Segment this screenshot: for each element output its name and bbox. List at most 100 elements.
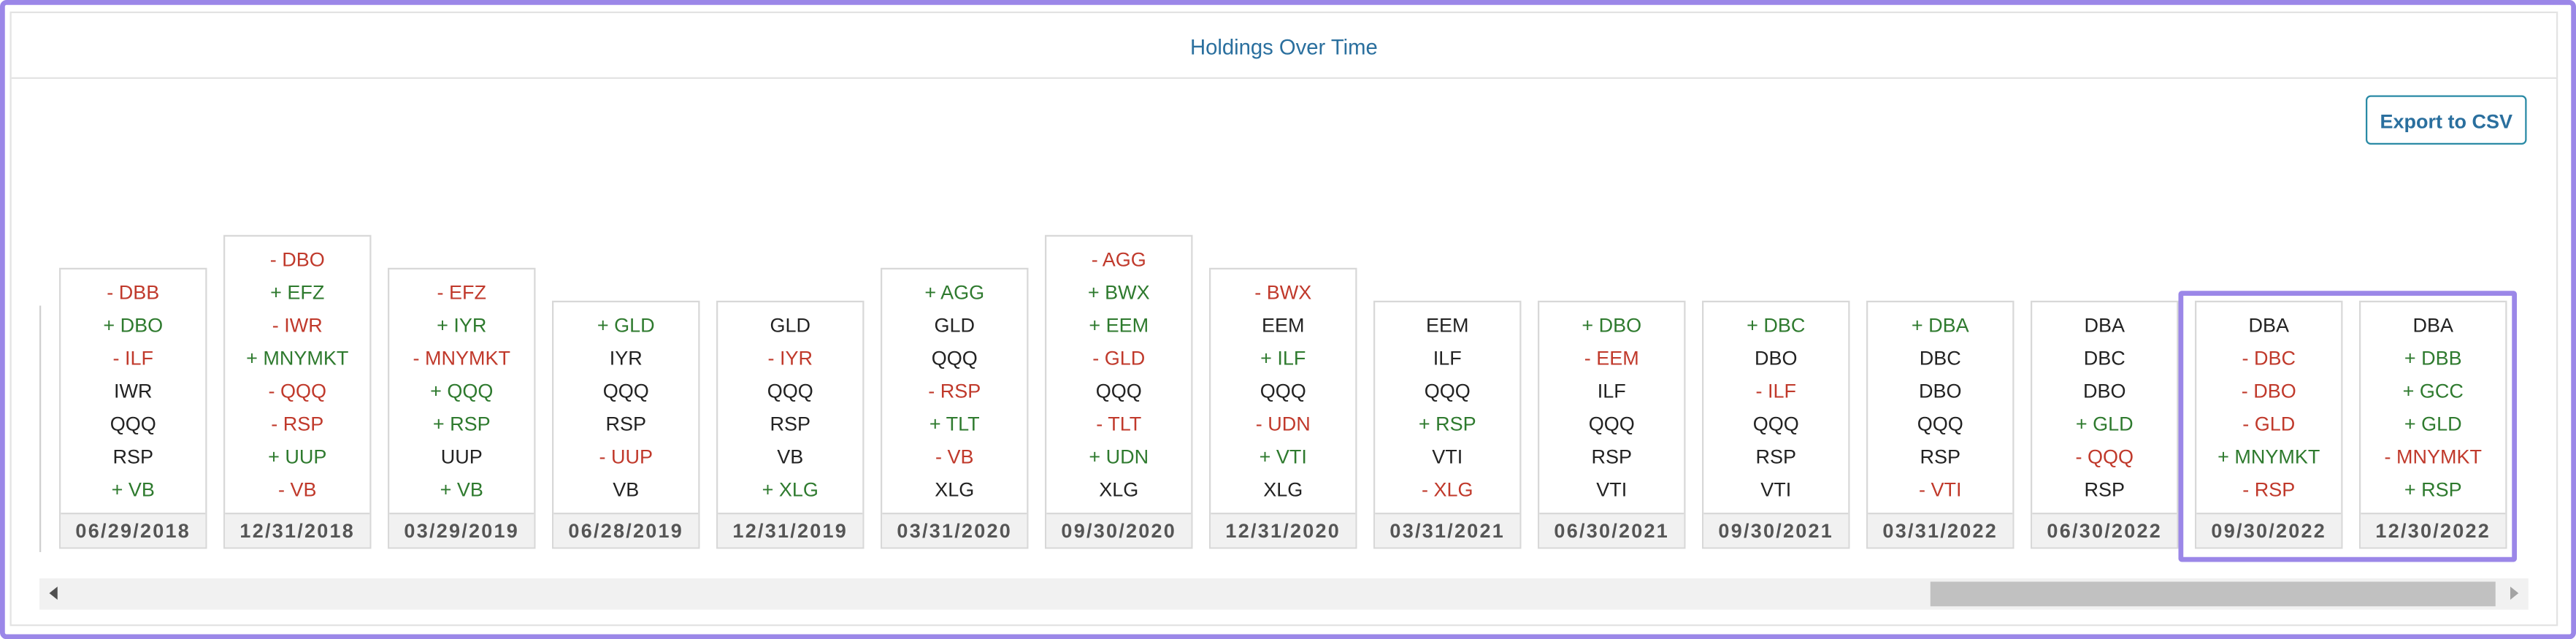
holding-item: - DBC (2242, 346, 2296, 370)
holding-list: + DBO - EEM ILF QQQ RSP VTI (1539, 302, 1684, 513)
holding-item: QQQ (1917, 412, 1963, 436)
holding-item: EEM (1261, 313, 1305, 337)
holding-item: + DBB (2404, 346, 2462, 370)
holding-list: DBA DBC DBO + GLD - QQQ RSP (2032, 302, 2177, 513)
holding-item: XLG (1099, 478, 1139, 502)
holding-item: XLG (935, 478, 975, 502)
column-date: 12/30/2022 (2361, 513, 2506, 548)
holding-item: ILF (1433, 346, 1462, 370)
holding-list: - EFZ + IYR - MNYMKT + QQQ + RSP UUP + VB (389, 269, 534, 513)
holding-item: - RSP (928, 379, 981, 403)
holding-item: + AGG (924, 280, 985, 305)
holding-column: DBA + DBB + GCC + GLD - MNYMKT + RSP 12/30/202… (2359, 300, 2507, 549)
holding-list: EEM ILF QQQ + RSP VTI - XLG (1375, 302, 1519, 513)
holding-item: - GLD (2242, 412, 2296, 436)
holding-item: - TLT (1096, 412, 1142, 436)
holding-item: DBA (2248, 313, 2290, 337)
holding-item: - RSP (271, 412, 324, 436)
column-date: 06/29/2018 (61, 513, 206, 548)
holding-item: - IWR (272, 313, 323, 337)
holding-column: - DBO + EFZ - IWR + MNYMKT - QQQ - RSP + UUP - … (223, 234, 372, 549)
holding-item: EEM (1425, 313, 1469, 337)
column-date: 12/31/2020 (1211, 513, 1356, 548)
holding-item: RSP (770, 412, 811, 436)
holding-item: QQQ (1095, 379, 1142, 403)
holding-item: + BWX (1087, 280, 1150, 305)
holding-item: XLG (1263, 478, 1303, 502)
column-edge (39, 305, 42, 552)
holding-item: RSP (1591, 445, 1633, 469)
holding-item: VTI (1760, 478, 1792, 502)
scroll-thumb[interactable] (1930, 581, 2496, 607)
holding-item: - MNYMKT (413, 346, 510, 370)
holding-item: + VB (111, 478, 155, 502)
holding-list: - BWX EEM + ILF QQQ - UDN + VTI XLG (1211, 269, 1355, 513)
columns: - DBB + DBO - ILF IWR QQQ RSP + VB 06/29/2018- … (59, 177, 2523, 549)
holding-item: - GLD (1092, 346, 1146, 370)
holding-item: QQQ (1588, 412, 1635, 436)
holding-item: - DBB (107, 280, 160, 305)
holding-item: ILF (1597, 379, 1626, 403)
holding-column: + DBC DBO - ILF QQQ RSP VTI 09/30/2021 (1702, 300, 1850, 549)
holding-item: - RSP (2242, 478, 2296, 502)
holding-column: DBA DBC DBO + GLD - QQQ RSP 06/30/2022 (2031, 300, 2179, 549)
holding-item: + EFZ (270, 280, 325, 305)
holding-list: DBA - DBC - DBO - GLD + MNYMKT - RSP (2196, 302, 2341, 513)
column-date: 03/31/2021 (1375, 513, 1520, 548)
holding-list: GLD - IYR QQQ RSP VB + XLG (718, 302, 862, 513)
export-button[interactable]: Export to CSV (2366, 95, 2527, 145)
holding-item: + VB (440, 478, 483, 502)
holding-item: QQQ (1752, 412, 1799, 436)
column-date: 06/30/2022 (2032, 513, 2177, 548)
holding-item: RSP (2084, 478, 2125, 502)
scrollbar[interactable] (39, 578, 2529, 610)
holding-item: + VTI (1259, 445, 1307, 469)
column-date: 03/29/2019 (389, 513, 534, 548)
holding-column: EEM ILF QQQ + RSP VTI - XLG 03/31/2021 (1373, 300, 1522, 549)
scroll-right[interactable] (2510, 586, 2519, 600)
holding-item: + MNYMKT (246, 346, 349, 370)
column-date: 12/31/2018 (225, 513, 370, 548)
holding-item: + DBA (1911, 313, 1969, 337)
holding-item: - VTI (1919, 478, 1962, 502)
holding-column: - BWX EEM + ILF QQQ - UDN + VTI XLG 12/31/2020 (1209, 267, 1357, 549)
holding-list: + DBA DBC DBO QQQ RSP - VTI (1868, 302, 2012, 513)
holding-item: QQQ (931, 346, 978, 370)
column-date: 09/30/2022 (2196, 513, 2342, 548)
holding-item: - UUP (599, 445, 653, 469)
holding-column: GLD - IYR QQQ RSP VB + XLG 12/31/2019 (716, 300, 865, 549)
holding-column: - AGG + BWX + EEM - GLD QQQ - TLT + UDN XLG 09/3… (1045, 234, 1193, 549)
holding-item: IWR (113, 379, 153, 403)
column-date: 06/30/2021 (1539, 513, 1684, 548)
holding-item: - DBO (269, 248, 325, 272)
column-date: 06/28/2019 (553, 513, 699, 548)
column-date: 03/31/2022 (1868, 513, 2013, 548)
holding-item: - EEM (1584, 346, 1639, 370)
holding-item: - XLG (1421, 478, 1473, 502)
holding-column: - EFZ + IYR - MNYMKT + QQQ + RSP UUP + VB 03/29… (388, 267, 536, 549)
holding-item: RSP (605, 412, 647, 436)
panel-title: Holdings Over Time (11, 13, 2556, 79)
holding-list: + AGG GLD QQQ - RSP + TLT - VB XLG (882, 269, 1027, 513)
column-date: 12/31/2019 (718, 513, 863, 548)
holding-item: - AGG (1091, 248, 1146, 272)
scroll-left[interactable] (49, 586, 58, 600)
holding-item: DBO (1754, 346, 1798, 370)
holding-item: - IYR (767, 346, 813, 370)
holding-item: VTI (1432, 445, 1463, 469)
holding-item: - BWX (1254, 280, 1312, 305)
holding-item: RSP (1755, 445, 1797, 469)
holding-item: - DBO (2241, 379, 2296, 403)
holding-item: QQQ (1260, 379, 1306, 403)
column-date: 09/30/2021 (1703, 513, 1849, 548)
holding-item: UUP (440, 445, 483, 469)
holding-list: + GLD IYR QQQ RSP - UUP VB (553, 302, 698, 513)
holding-item: QQQ (602, 379, 649, 403)
holding-item: + RSP (1418, 412, 1476, 436)
holding-list: + DBC DBO - ILF QQQ RSP VTI (1703, 302, 1848, 513)
holding-item: + DBC (1747, 313, 1806, 337)
holding-item: - UDN (1255, 412, 1311, 436)
holding-item: + MNYMKT (2217, 445, 2320, 469)
